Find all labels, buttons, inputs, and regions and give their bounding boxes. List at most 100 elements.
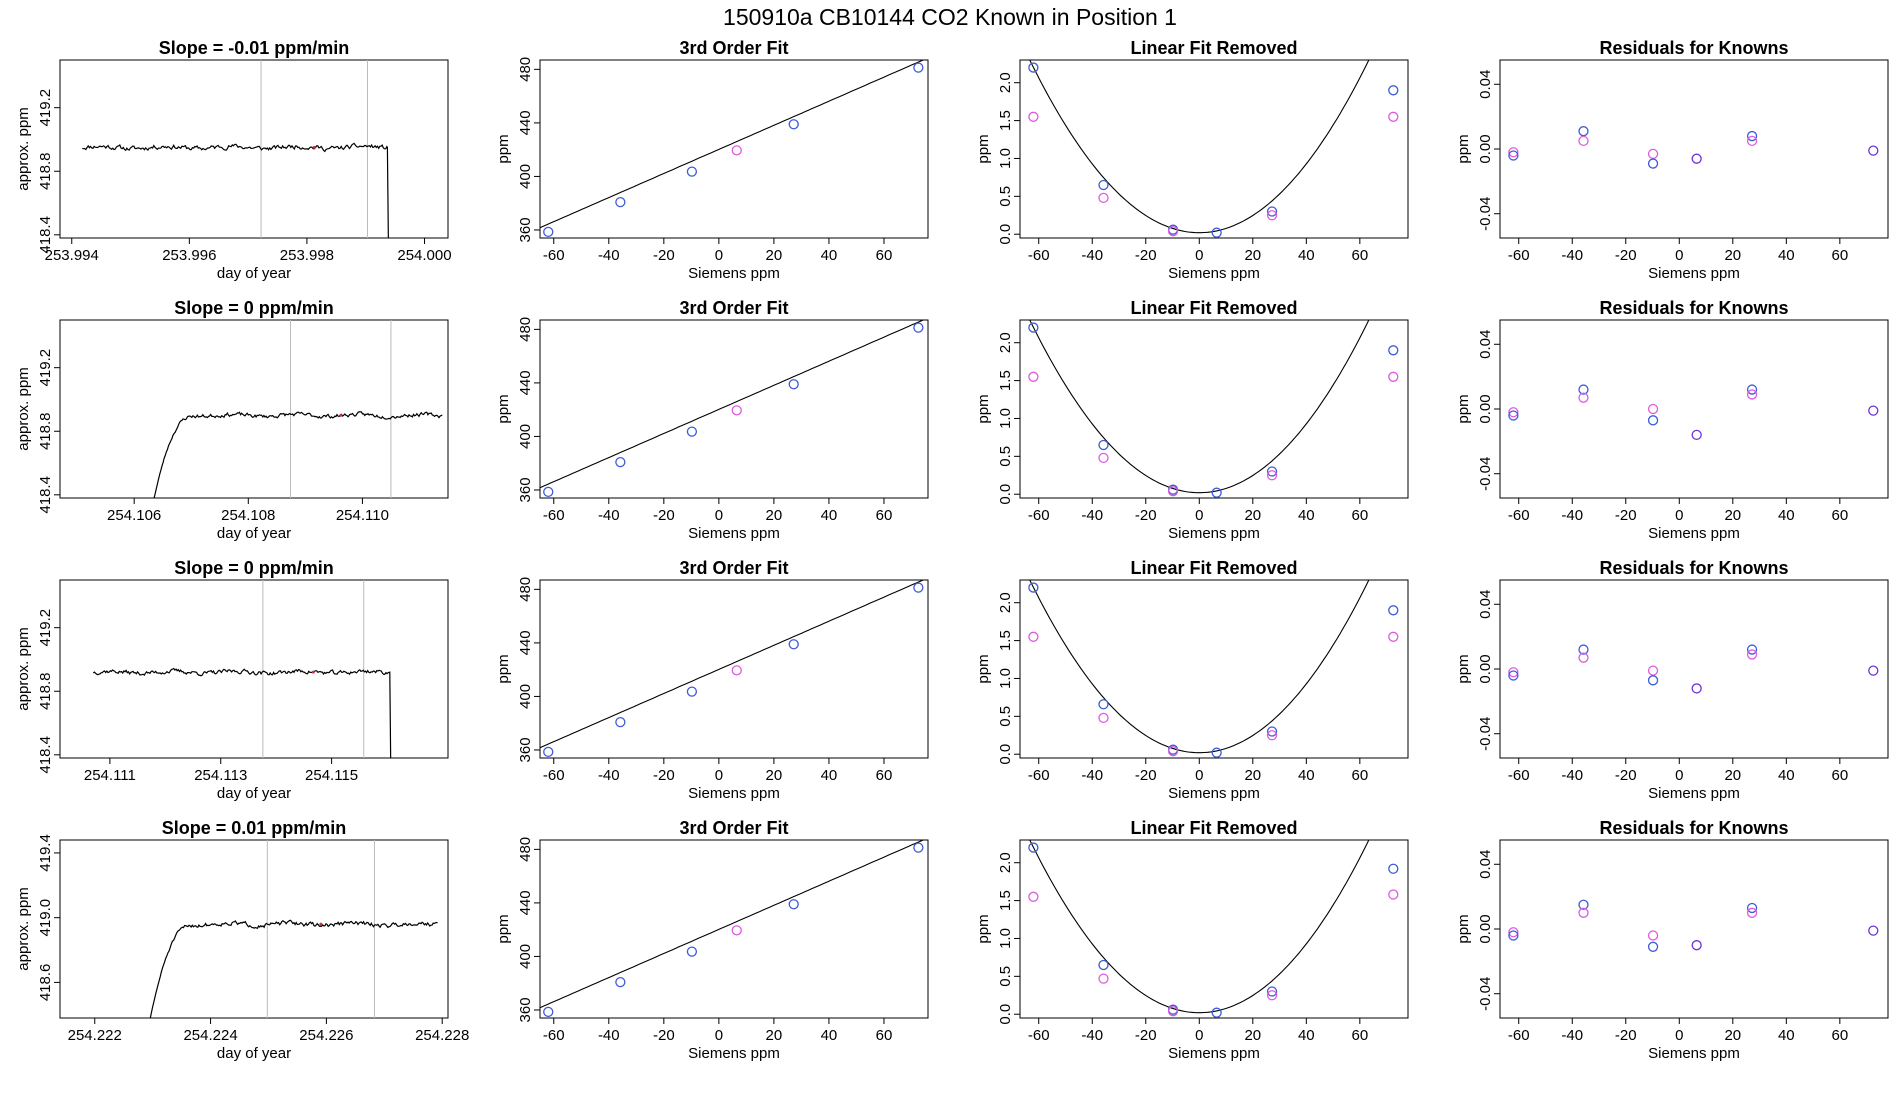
x-tick-label: 20 [766, 247, 783, 264]
data-point-magenta [1167, 746, 1179, 757]
x-tick-label: -60 [1028, 247, 1050, 264]
data-point-blue [1266, 466, 1278, 477]
y-axis-label: ppm [975, 394, 992, 423]
fit-curve [540, 580, 925, 749]
data-point-magenta [1388, 631, 1399, 642]
chart-r2-ts: Slope = 0 ppm/min 254.106 254.108 254.110 41… [15, 298, 449, 542]
data-point-blue [686, 946, 698, 957]
x-tick-label: 0 [715, 507, 723, 524]
x-tick-label: 40 [821, 767, 838, 784]
x-tick-label: -40 [1081, 507, 1103, 524]
y-tick-label: 440 [517, 890, 534, 915]
y-tick-label: 440 [517, 630, 534, 655]
x-tick-label: 0 [1675, 1027, 1683, 1044]
x-tick-label: 60 [1831, 767, 1848, 784]
x-tick-label: -60 [1508, 247, 1530, 264]
x-axis-label: Siemens ppm [1648, 525, 1740, 542]
data-point-blue [913, 322, 924, 333]
x-tick-label: 254.113 [194, 767, 247, 784]
data-point-blue [1098, 439, 1109, 451]
x-tick-label: 0 [1675, 247, 1683, 264]
data-point-blue [615, 456, 626, 468]
plot-frame [539, 319, 929, 499]
data-point-blue [1578, 899, 1589, 910]
x-axis-label: Siemens ppm [688, 265, 780, 282]
chart-title: 3rd Order Fit [679, 38, 788, 58]
fit-curve [1029, 580, 1370, 754]
data-point-purple [1868, 925, 1879, 936]
x-axis-label: Siemens ppm [1168, 1045, 1260, 1062]
x-tick-label: 0 [1195, 767, 1203, 784]
data-point-magenta [731, 925, 742, 936]
y-tick-label: 0.00 [1477, 654, 1494, 683]
data-point-blue [913, 582, 924, 593]
data-point-purple [1691, 940, 1702, 951]
data-point-blue [1098, 179, 1109, 191]
y-tick-label: 418.8 [37, 672, 54, 710]
data-point-magenta [1388, 889, 1399, 900]
chart-r4-fit: 3rd Order Fit -60 -40 -20 0 20 40 60 360 400 440 48… [495, 818, 929, 1062]
x-tick-label: -60 [1508, 767, 1530, 784]
chart-title: Linear Fit Removed [1130, 298, 1297, 318]
x-tick-label: 40 [1778, 1027, 1795, 1044]
plot-frame [59, 319, 449, 499]
data-point-blue [543, 486, 554, 497]
chart-title: Linear Fit Removed [1130, 558, 1297, 578]
data-point-purple [1868, 145, 1879, 156]
chart-r2-lin: Linear Fit Removed -60 -40 -20 0 20 40 60 0.0 0.5… [975, 298, 1409, 542]
y-axis-label: ppm [495, 134, 512, 163]
y-axis-label: ppm [1455, 914, 1472, 943]
plot-frame [1499, 579, 1889, 759]
plot-area [149, 840, 438, 1018]
x-tick-label: 60 [876, 767, 893, 784]
plot-frame [1019, 319, 1409, 499]
y-axis-label: ppm [1455, 654, 1472, 683]
x-tick-label: -60 [543, 767, 565, 784]
x-tick-label: 20 [766, 507, 783, 524]
x-tick-label: 254.222 [68, 1027, 122, 1044]
x-tick-label: 0 [1675, 507, 1683, 524]
data-point-blue [615, 716, 626, 728]
y-tick-label: 1.5 [997, 110, 1014, 131]
data-point-blue [1578, 644, 1589, 655]
chart-r3-lin: Linear Fit Removed -60 -40 -20 0 20 40 60 0.0 0.5… [975, 558, 1409, 802]
x-tick-label: -40 [1561, 767, 1583, 784]
x-tick-label: 0 [1195, 1027, 1203, 1044]
y-tick-label: -0.04 [1477, 197, 1494, 231]
data-point-magenta [1508, 927, 1519, 938]
x-tick-label: 60 [1831, 1027, 1848, 1044]
x-tick-label: -60 [1508, 507, 1530, 524]
y-tick-label: 2.0 [997, 332, 1014, 353]
y-tick-label: 0.5 [997, 446, 1014, 467]
data-point-magenta [1578, 392, 1589, 403]
data-point-purple [1868, 665, 1879, 676]
data-point-blue [1028, 62, 1039, 73]
series-line [149, 919, 438, 1018]
data-point-blue [1508, 670, 1519, 681]
y-tick-label: 419.0 [37, 899, 54, 937]
plot-area [540, 60, 925, 237]
x-tick-label: 60 [1351, 1027, 1368, 1044]
x-tick-label: -60 [1028, 767, 1050, 784]
chart-r4-res: Residuals for Knowns -60 -40 -20 0 20 40 60 -0.0… [1455, 818, 1889, 1062]
fit-curve [1029, 60, 1370, 234]
plot-frame [1499, 59, 1889, 239]
y-tick-label: 419.2 [37, 89, 54, 127]
plot-area [1028, 840, 1399, 1018]
fit-curve [540, 60, 925, 229]
x-tick-label: 20 [1724, 767, 1741, 784]
plot-frame [59, 839, 449, 1019]
chart-r1-fit: 3rd Order Fit -60 -40 -20 0 20 40 60 360 400 440 48… [495, 38, 929, 282]
x-tick-label: 254.108 [221, 507, 275, 524]
y-tick-label: 400 [517, 424, 534, 449]
data-point-purple [1868, 405, 1879, 416]
x-tick-label: -60 [1028, 507, 1050, 524]
x-tick-label: -20 [653, 1027, 675, 1044]
plot-frame [539, 579, 929, 759]
data-point-magenta [1578, 907, 1589, 918]
chart-title: Slope = -0.01 ppm/min [159, 38, 350, 58]
data-point-blue [1211, 1007, 1222, 1018]
plot-area [82, 60, 389, 238]
x-tick-label: 254.224 [183, 1027, 237, 1044]
data-point-magenta [1028, 111, 1039, 122]
